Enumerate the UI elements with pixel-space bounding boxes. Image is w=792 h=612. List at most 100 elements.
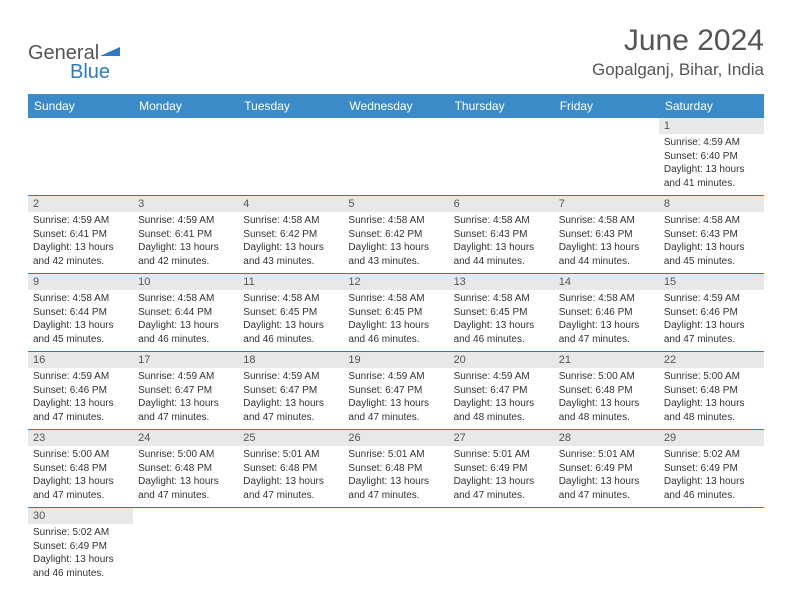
day-number: 13: [449, 274, 554, 290]
calendar-day-cell: [238, 118, 343, 196]
day-number: 3: [133, 196, 238, 212]
day-number: 17: [133, 352, 238, 368]
day-info-line: Daylight: 13 hours: [454, 397, 549, 411]
day-info-line: and 48 minutes.: [454, 411, 549, 425]
day-info-line: Sunset: 6:44 PM: [138, 306, 233, 320]
calendar-day-cell: 7 Sunrise: 4:58 AMSunset: 6:43 PMDaylight…: [554, 196, 659, 274]
title-block: June 2024 Gopalganj, Bihar, India: [592, 24, 764, 80]
day-info-line: and 48 minutes.: [559, 411, 654, 425]
day-info-line: Sunset: 6:40 PM: [664, 150, 759, 164]
calendar-day-cell: 11Sunrise: 4:58 AMSunset: 6:45 PMDayligh…: [238, 274, 343, 352]
day-info-line: Daylight: 13 hours: [243, 319, 338, 333]
day-number: 19: [343, 352, 448, 368]
day-info-line: Sunset: 6:48 PM: [348, 462, 443, 476]
day-info-line: Sunrise: 4:58 AM: [559, 292, 654, 306]
day-number: 20: [449, 352, 554, 368]
day-info-line: Sunrise: 4:59 AM: [33, 214, 128, 228]
day-info-line: and 47 minutes.: [454, 489, 549, 503]
day-info-line: Sunset: 6:46 PM: [664, 306, 759, 320]
day-info-line: and 42 minutes.: [33, 255, 128, 269]
day-info-line: Daylight: 13 hours: [33, 397, 128, 411]
calendar-day-cell: 17Sunrise: 4:59 AMSunset: 6:47 PMDayligh…: [133, 352, 238, 430]
day-info-line: Sunset: 6:46 PM: [559, 306, 654, 320]
day-info-line: Sunset: 6:44 PM: [33, 306, 128, 320]
day-number: 26: [343, 430, 448, 446]
day-info-line: Daylight: 13 hours: [138, 319, 233, 333]
day-info-line: Daylight: 13 hours: [138, 475, 233, 489]
day-info-line: and 46 minutes.: [243, 333, 338, 347]
calendar-day-cell: [343, 118, 448, 196]
day-number: 10: [133, 274, 238, 290]
day-number: 14: [554, 274, 659, 290]
day-info-line: and 47 minutes.: [348, 411, 443, 425]
day-info-line: Sunset: 6:42 PM: [348, 228, 443, 242]
calendar-day-cell: 21Sunrise: 5:00 AMSunset: 6:48 PMDayligh…: [554, 352, 659, 430]
day-number: 4: [238, 196, 343, 212]
day-info-line: Sunrise: 4:59 AM: [664, 292, 759, 306]
day-info-line: Sunset: 6:45 PM: [348, 306, 443, 320]
day-info-line: Daylight: 13 hours: [559, 319, 654, 333]
day-info-line: Sunrise: 5:01 AM: [454, 448, 549, 462]
day-info-line: Sunset: 6:43 PM: [664, 228, 759, 242]
calendar-week-row: 9Sunrise: 4:58 AMSunset: 6:44 PMDaylight…: [28, 274, 764, 352]
day-info-line: Sunset: 6:48 PM: [559, 384, 654, 398]
calendar-day-cell: [133, 118, 238, 196]
day-info-line: Daylight: 13 hours: [559, 241, 654, 255]
day-info-line: Sunset: 6:47 PM: [243, 384, 338, 398]
calendar-day-cell: [449, 508, 554, 586]
day-info-line: and 43 minutes.: [243, 255, 338, 269]
day-info-line: Sunrise: 5:02 AM: [664, 448, 759, 462]
day-header: Wednesday: [343, 94, 448, 118]
month-title: June 2024: [592, 24, 764, 58]
day-number: 30: [28, 508, 133, 524]
day-info-line: and 47 minutes.: [243, 411, 338, 425]
day-info-line: Daylight: 13 hours: [33, 553, 128, 567]
day-info-line: and 43 minutes.: [348, 255, 443, 269]
day-info-line: and 47 minutes.: [559, 333, 654, 347]
day-info-line: Sunset: 6:49 PM: [454, 462, 549, 476]
calendar-day-cell: 13Sunrise: 4:58 AMSunset: 6:45 PMDayligh…: [449, 274, 554, 352]
day-info-line: Sunset: 6:41 PM: [138, 228, 233, 242]
calendar-day-cell: [449, 118, 554, 196]
day-number: 2: [28, 196, 133, 212]
day-info-line: Daylight: 13 hours: [243, 475, 338, 489]
day-info-line: Sunset: 6:47 PM: [138, 384, 233, 398]
calendar-week-row: 2 Sunrise: 4:59 AM Sunset: 6:41 PM Daylight…: [28, 196, 764, 274]
day-info-line: Sunrise: 5:00 AM: [138, 448, 233, 462]
day-info-line: Daylight: 13 hours: [33, 241, 128, 255]
day-info-line: Sunrise: 4:59 AM: [454, 370, 549, 384]
day-info-line: Sunset: 6:48 PM: [138, 462, 233, 476]
day-info-line: Sunset: 6:43 PM: [559, 228, 654, 242]
day-info-line: and 47 minutes.: [559, 489, 654, 503]
day-info-line: Sunset: 6:46 PM: [33, 384, 128, 398]
day-number: 29: [659, 430, 764, 446]
day-info-line: and 46 minutes.: [348, 333, 443, 347]
day-info-line: and 45 minutes.: [33, 333, 128, 347]
day-info-line: Sunrise: 5:01 AM: [348, 448, 443, 462]
day-info-line: Daylight: 13 hours: [243, 397, 338, 411]
day-info-line: Sunrise: 4:59 AM: [348, 370, 443, 384]
calendar-day-cell: 8Sunrise: 4:58 AMSunset: 6:43 PMDaylight…: [659, 196, 764, 274]
day-info-line: Daylight: 13 hours: [138, 397, 233, 411]
day-info-line: Daylight: 13 hours: [348, 475, 443, 489]
day-number: 7: [554, 196, 659, 212]
day-number: 9: [28, 274, 133, 290]
day-info-line: Sunrise: 5:00 AM: [664, 370, 759, 384]
day-info-line: Daylight: 13 hours: [559, 397, 654, 411]
day-number: 15: [659, 274, 764, 290]
day-header: Thursday: [449, 94, 554, 118]
day-info-line: Sunrise: 4:58 AM: [454, 292, 549, 306]
day-header: Tuesday: [238, 94, 343, 118]
day-header: Monday: [133, 94, 238, 118]
day-info-line: Sunset: 6:47 PM: [454, 384, 549, 398]
day-info-line: Sunrise: 5:00 AM: [559, 370, 654, 384]
calendar-day-cell: 28Sunrise: 5:01 AMSunset: 6:49 PMDayligh…: [554, 430, 659, 508]
calendar-day-cell: 2Sunrise: 4:59 AMSunset: 6:41 PMDaylight…: [28, 196, 133, 274]
day-info-line: Daylight: 13 hours: [243, 241, 338, 255]
day-info-line: Sunset: 6:49 PM: [664, 462, 759, 476]
day-info-line: Sunset: 6:47 PM: [348, 384, 443, 398]
calendar-day-cell: 9Sunrise: 4:58 AMSunset: 6:44 PMDaylight…: [28, 274, 133, 352]
day-info-line: Daylight: 13 hours: [664, 319, 759, 333]
day-info-line: Sunrise: 4:58 AM: [559, 214, 654, 228]
day-number: 22: [659, 352, 764, 368]
